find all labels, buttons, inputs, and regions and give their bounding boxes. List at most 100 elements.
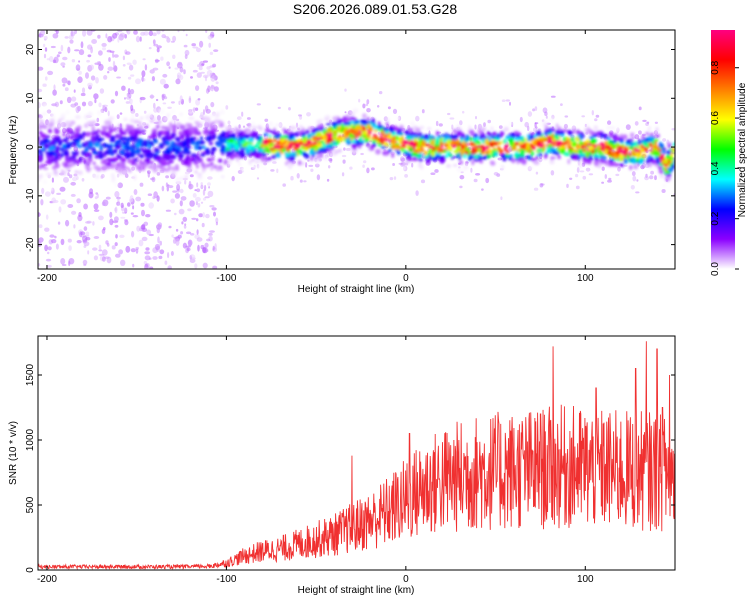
spectrogram-speckle (156, 195, 160, 202)
spectrogram-speckle (151, 76, 155, 82)
spectrogram-ridge-blob (138, 129, 143, 135)
spectrogram-ridge-blob (446, 139, 451, 144)
spectrogram-ridge-blob (265, 128, 270, 133)
spectrogram-ridge-blob (430, 152, 435, 156)
spectrogram-ridge-blob (38, 174, 42, 178)
spectrogram-ridge-blob (111, 172, 115, 179)
spectrogram-ridge-blob (149, 112, 153, 118)
spectrogram-speckle (135, 78, 141, 85)
spectrogram-speckle (139, 36, 142, 42)
spectrogram-speckle (114, 207, 117, 212)
spectrogram-ridge-blob (238, 162, 242, 166)
spectrogram-ridge-blob (204, 118, 210, 122)
spectrogram-ridge-blob (41, 139, 45, 143)
spectrogram-speckle (161, 30, 165, 32)
spectrogram-ridge-blob (384, 130, 390, 135)
spectrogram-speckle (204, 242, 209, 248)
spectrogram-speckle (197, 98, 201, 101)
spectrogram-ridge-blob (48, 187, 54, 192)
spectrogram-speckle (67, 46, 71, 54)
spectrogram-ridge-blob (292, 142, 297, 146)
spectrogram-speckle (265, 153, 269, 156)
spectrogram-speckle (93, 203, 99, 210)
spectrogram-speckle (60, 62, 66, 67)
spectrogram-speckle (159, 249, 165, 255)
spectrogram-ridge-blob (167, 165, 172, 169)
spectrogram-ridge-blob (239, 130, 244, 136)
spectrogram-y-tick-label: 10 (25, 92, 36, 104)
spectrogram-ridge-blob (199, 136, 204, 140)
spectrogram-ridge-blob (336, 126, 342, 131)
spectrogram-speckle (195, 47, 201, 53)
spectrogram-ridge-blob (572, 141, 577, 147)
spectrogram-ridge-blob (182, 141, 187, 147)
spectrogram-speckle (328, 119, 333, 123)
spectrogram-speckle (86, 30, 93, 36)
spectrogram-ridge-blob (352, 108, 359, 113)
spectrogram-speckle (40, 199, 44, 206)
spectrogram-ridge-blob (128, 135, 135, 142)
spectrogram-ridge-blob (322, 147, 328, 153)
spectrogram-x-axis-label: Height of straight line (km) (298, 284, 415, 295)
spectrogram-ridge-blob (146, 159, 150, 166)
spectrogram-speckle (282, 183, 287, 187)
spectrogram-speckle (200, 182, 203, 186)
spectrogram-ridge-blob (672, 160, 675, 164)
spectrogram-ridge-blob (247, 128, 252, 134)
spectrogram-speckle (451, 124, 454, 130)
spectrogram-ridge-blob (178, 130, 183, 136)
snr-x-tick-label: -100 (216, 574, 236, 585)
spectrogram-ridge-blob (472, 133, 479, 138)
spectrogram-speckle (358, 98, 361, 103)
spectrogram-speckle (145, 214, 151, 218)
spectrogram-ridge-blob (276, 133, 282, 137)
spectrogram-speckle (64, 87, 69, 92)
spectrogram-speckle (135, 113, 139, 117)
spectrogram-speckle (130, 248, 136, 253)
spectrogram-speckle (186, 247, 191, 252)
spectrogram-speckle (411, 162, 414, 168)
spectrogram-ridge-blob (496, 141, 501, 145)
spectrogram-speckle (126, 62, 132, 66)
spectrogram-speckle (213, 86, 219, 92)
spectrogram-ridge-blob (498, 149, 504, 155)
spectrogram-ridge-blob (324, 114, 331, 119)
spectrogram-ridge-blob (356, 133, 363, 137)
colorbar-tick-label: 0.6 (710, 111, 721, 125)
spectrogram-ridge-blob (226, 159, 232, 166)
spectrogram-ridge-blob (452, 163, 458, 167)
spectrogram-y-axis-label: Frequency (Hz) (8, 116, 19, 185)
spectrogram-speckle (143, 260, 148, 265)
spectrogram-ridge-blob (66, 166, 71, 172)
spectrogram-speckle (493, 171, 499, 176)
spectrogram-speckle (124, 97, 126, 100)
spectrogram-ridge-blob (509, 140, 513, 147)
spectrogram-ridge-blob (123, 117, 128, 122)
spectrogram-ridge-blob (257, 125, 262, 130)
spectrogram-speckle (89, 64, 94, 71)
spectrogram-speckle (371, 167, 375, 171)
spectrogram-x-tick-label: 100 (577, 273, 594, 284)
spectrogram-ridge-blob (196, 123, 200, 127)
spectrogram-speckle (210, 75, 216, 82)
spectrogram-speckle (117, 30, 123, 33)
spectrogram-speckle (200, 71, 205, 74)
spectrogram-speckle (130, 24, 132, 29)
spectrogram-ridge-blob (257, 164, 264, 169)
spectrogram-ridge-blob (661, 184, 667, 188)
spectrogram-ridge-blob (129, 153, 135, 158)
spectrogram-ridge-blob (99, 137, 105, 141)
spectrogram-speckle (117, 182, 123, 189)
spectrogram-speckle (159, 240, 162, 246)
spectrogram-ridge-blob (576, 129, 580, 136)
spectrogram-speckle (162, 102, 167, 105)
spectrogram-ridge-blob (257, 148, 264, 152)
spectrogram-speckle (209, 154, 216, 159)
spectrogram-speckle (298, 114, 302, 117)
spectrogram-ridge-blob (57, 121, 61, 126)
spectrogram-ridge-blob (610, 151, 616, 157)
spectrogram-ridge-blob (504, 143, 510, 149)
spectrogram-speckle (90, 75, 96, 81)
spectrogram-ridge-blob (377, 124, 383, 129)
